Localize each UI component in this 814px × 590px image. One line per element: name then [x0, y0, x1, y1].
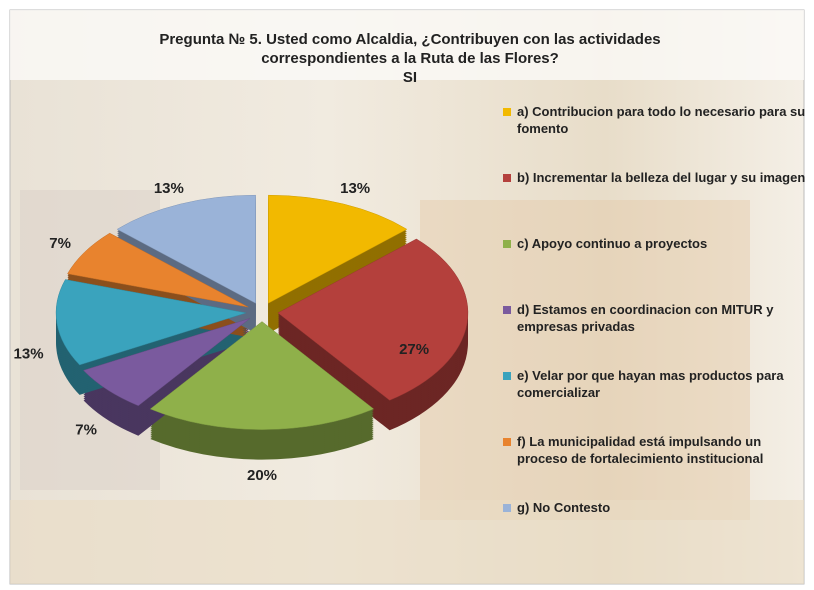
legend-label: g) No Contesto: [517, 499, 610, 565]
data-label: 13%: [14, 346, 44, 363]
legend-item: f) La municipalidad está impulsando un p…: [503, 433, 808, 499]
legend-label: d) Estamos en coordinacion con MITUR y e…: [517, 301, 808, 367]
data-label: 13%: [340, 180, 370, 197]
legend-swatch: [503, 504, 511, 512]
data-label: 7%: [75, 421, 97, 438]
legend-swatch: [503, 372, 511, 380]
legend-swatch: [503, 438, 511, 446]
legend-swatch: [503, 306, 511, 314]
legend-swatch: [503, 108, 511, 116]
chart-title-block: Pregunta № 5. Usted como Alcaldia, ¿Cont…: [100, 30, 720, 87]
legend-label: b) Incrementar la belleza del lugar y su…: [517, 169, 805, 235]
legend-swatch: [503, 240, 511, 248]
legend-label: e) Velar por que hayan mas productos par…: [517, 367, 808, 433]
legend-label: a) Contribucion para todo lo necesario p…: [517, 103, 808, 169]
data-label: 20%: [247, 467, 277, 484]
legend-item: e) Velar por que hayan mas productos par…: [503, 367, 808, 433]
legend-item: d) Estamos en coordinacion con MITUR y e…: [503, 301, 808, 367]
legend-item: c) Apoyo continuo a proyectos: [503, 235, 808, 301]
legend-item: b) Incrementar la belleza del lugar y su…: [503, 169, 808, 235]
data-label: 27%: [399, 341, 429, 358]
data-label: 7%: [49, 235, 71, 252]
legend-label: f) La municipalidad está impulsando un p…: [517, 433, 808, 499]
chart-subtitle: SI: [100, 68, 720, 87]
data-label: 13%: [154, 180, 184, 197]
legend-swatch: [503, 174, 511, 182]
chart-title: Pregunta № 5. Usted como Alcaldia, ¿Cont…: [100, 30, 720, 68]
legend: a) Contribucion para todo lo necesario p…: [503, 103, 808, 565]
chart: 13% 27% 20% 7% 13% 7% 13% Pregunta № 5. Usted …: [0, 0, 814, 590]
legend-item: g) No Contesto: [503, 499, 808, 565]
legend-item: a) Contribucion para todo lo necesario p…: [503, 103, 808, 169]
legend-label: c) Apoyo continuo a proyectos: [517, 235, 707, 301]
